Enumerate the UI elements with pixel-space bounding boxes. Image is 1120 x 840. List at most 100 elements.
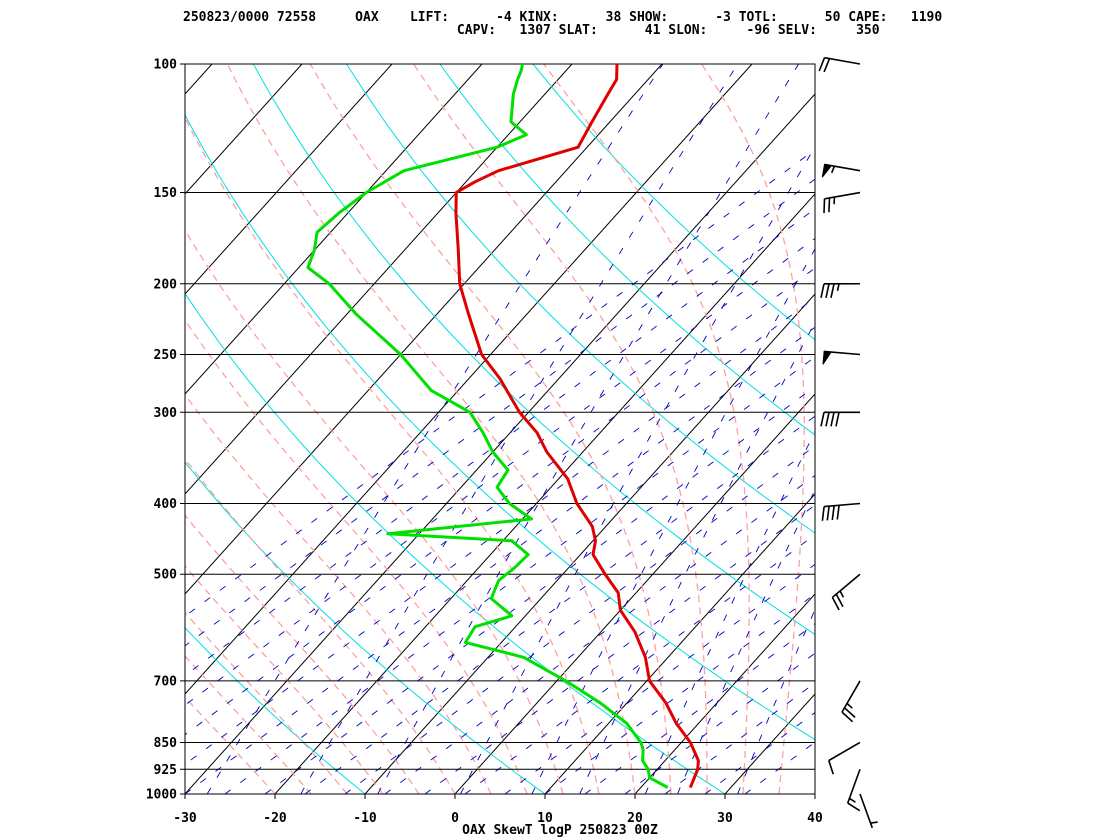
- pressure-label: 925: [154, 763, 177, 778]
- temperature-profile: [454, 64, 700, 789]
- isotherm-line: [274, 193, 815, 794]
- pressure-label: 250: [154, 348, 178, 363]
- barb-full: [831, 505, 835, 521]
- wind-barb: [820, 282, 861, 298]
- isotherm-line: [185, 64, 663, 595]
- isotherm-line: [185, 64, 753, 695]
- temperature-label: 0: [451, 811, 459, 826]
- barb-full: [847, 802, 861, 812]
- wind-barb: [821, 502, 861, 521]
- isotherm-line: [185, 64, 483, 395]
- isotherm-line: [185, 64, 303, 195]
- wind-barb: [823, 191, 861, 214]
- moist-adiabat-line: [185, 696, 276, 794]
- barb-full: [836, 505, 840, 520]
- barb-half: [839, 590, 845, 598]
- dry-adiabat-line: [0, 64, 5, 794]
- pressure-label: 400: [154, 497, 178, 512]
- plot-border: [184, 63, 816, 795]
- barb-staff: [846, 769, 861, 804]
- barb-full: [825, 283, 830, 298]
- barb-staff: [831, 573, 861, 599]
- mixing-ratio-line: [624, 652, 815, 794]
- isotherm-line: [0, 64, 122, 794]
- wind-barb: [831, 573, 861, 611]
- barb-full: [835, 412, 840, 427]
- dry-adiabat-line: [185, 626, 366, 794]
- barb-full: [830, 412, 835, 427]
- moist-adiabat-line: [185, 565, 384, 794]
- header-line-2: CAPV: 1307 SLAT: 41 SLON: -96 SELV: 350: [183, 23, 880, 38]
- barb-half: [848, 797, 856, 803]
- pressure-label: 700: [154, 674, 178, 689]
- wind-barbs: [818, 56, 878, 829]
- temperature-label: 20: [627, 811, 643, 826]
- isotherm-line: [185, 64, 393, 295]
- mixing-ratio-line: [644, 430, 815, 794]
- barb-staff: [824, 191, 861, 200]
- pressure-label: 1000: [146, 788, 177, 803]
- moist-adiabat-line: [413, 64, 708, 794]
- mixing-ratio-line: [224, 356, 815, 794]
- mixing-ratio-line: [344, 445, 815, 794]
- isobars: [180, 63, 815, 795]
- mixing-ratio-line: [579, 321, 815, 794]
- pressure-tick-labels: 100 150 200 250 300 400 500 700 850 925 1000: [146, 58, 177, 803]
- barb-full: [820, 283, 825, 298]
- barb-staff: [824, 56, 861, 65]
- wind-barb: [828, 741, 861, 775]
- barb-full: [835, 593, 844, 608]
- mixing-ratio-line: [704, 711, 815, 794]
- temperature-label: -30: [173, 811, 197, 826]
- mixing-ratio-line: [377, 64, 799, 794]
- barb-full: [828, 197, 831, 213]
- isotherm-line: [185, 64, 573, 495]
- barb-full: [821, 506, 825, 521]
- moist-adiabat-line: [185, 318, 528, 794]
- wind-barb: [821, 163, 861, 178]
- barb-pennant: [822, 350, 832, 365]
- wind-barb: [859, 793, 878, 829]
- pressure-label: 200: [154, 277, 178, 292]
- wind-barb: [841, 680, 861, 723]
- isotherm-line: [905, 64, 1120, 794]
- dry-adiabat-line: [439, 64, 815, 436]
- barb-half: [870, 821, 878, 824]
- mixing-ratio-line: [185, 208, 815, 677]
- plot-frame: [184, 63, 816, 795]
- barb-full: [830, 283, 835, 298]
- moist-adiabat-line: [700, 64, 805, 794]
- pressure-label: 100: [154, 58, 178, 73]
- barb-full: [823, 58, 831, 73]
- sounding-profiles: [306, 64, 700, 789]
- barb-staff: [824, 502, 861, 508]
- dry-adiabat-line: [252, 64, 815, 636]
- barb-full: [826, 506, 830, 521]
- barb-full: [823, 198, 826, 214]
- barb-full: [825, 412, 830, 427]
- pressure-label: 150: [154, 186, 178, 201]
- isotherm-line: [0, 64, 32, 794]
- mixing-ratio-line: [584, 623, 815, 794]
- barb-full: [831, 597, 840, 611]
- mixing-ratio-line: [304, 415, 815, 794]
- mixing-ratio-line: [544, 593, 815, 794]
- isotherm-line: [634, 593, 815, 794]
- dry-adiabat-line: [532, 64, 815, 341]
- moist-adiabat-line: [185, 457, 456, 794]
- isotherm-line: [364, 293, 815, 794]
- isotherm-line: [185, 64, 213, 95]
- header-line-1: 250823/0000 72558 OAX LIFT: -4 KINX: 38 …: [183, 10, 943, 25]
- wind-barb: [822, 350, 861, 365]
- barb-half: [836, 283, 840, 291]
- dewpoint-profile: [306, 64, 669, 789]
- temperature-tick-labels: -30 -20 -10 0 10 20 30 40: [173, 794, 823, 826]
- wind-barb: [818, 56, 861, 73]
- mixing-ratio-line: [300, 64, 739, 794]
- barb-staff: [841, 680, 861, 713]
- temperature-label: 40: [807, 811, 823, 826]
- barb-full: [818, 57, 826, 72]
- barb-staff: [859, 793, 874, 829]
- temperature-label: 10: [537, 811, 553, 826]
